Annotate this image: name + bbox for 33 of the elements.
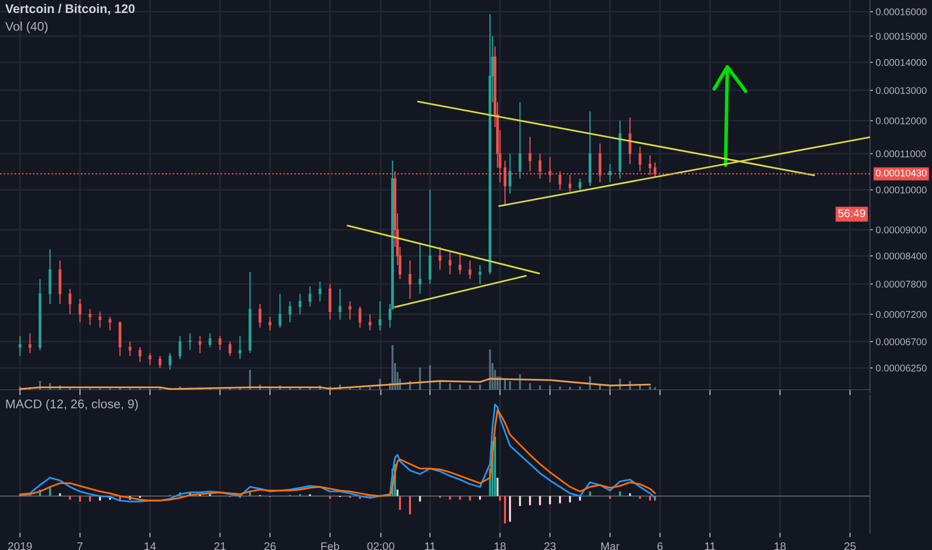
y-tick-label: 0.00007800 — [876, 280, 927, 288]
y-tick-label: 0.00012000 — [876, 117, 927, 124]
annotation: 56:49 — [838, 209, 866, 218]
x-tick-label: 2019 — [8, 542, 32, 550]
y-tick-label: 0.00011000 — [876, 150, 926, 158]
x-tick-label: 02:00 — [367, 542, 394, 550]
x-tick-label: 18 — [494, 542, 506, 550]
y-tick-label: 0.00013000 — [876, 87, 927, 94]
x-tick-label: Feb — [321, 542, 340, 550]
x-tick-label: 7 — [77, 542, 83, 550]
x-tick-label: 26 — [264, 542, 276, 550]
y-tick-label: 0.00008400 — [876, 252, 927, 260]
x-tick-label: 25 — [844, 542, 856, 550]
ref-line-label: 0.00010430 — [876, 170, 927, 176]
y-tick-label: 0.00014000 — [876, 59, 927, 66]
y-tick-label: 0.00006700 — [876, 338, 927, 346]
y-tick-label: 0.00006250 — [876, 364, 927, 372]
y-tick-label: 0.00007200 — [876, 311, 927, 318]
x-tick-label: 14 — [144, 542, 156, 550]
chart-title: Vertcoin / Bitcoin, 120 — [5, 4, 135, 15]
y-tick-label: 0.00016000 — [876, 8, 927, 16]
x-tick-label: 11 — [425, 542, 436, 550]
chart-title: Vol (40) — [5, 22, 48, 34]
x-tick-label: 11 — [705, 542, 716, 550]
y-tick-label: 0.00015000 — [876, 32, 927, 40]
chart-title: MACD (12, 26, close, 9) — [6, 399, 138, 411]
x-tick-label: Mar — [601, 542, 620, 550]
x-tick-label: 23 — [544, 542, 556, 550]
y-tick-label: 0.00010000 — [876, 186, 927, 194]
y-tick-label: 0.00009000 — [876, 226, 927, 234]
x-tick-label: 6 — [657, 542, 663, 550]
x-tick-label: 21 — [214, 542, 226, 550]
x-tick-label: 18 — [774, 542, 786, 550]
